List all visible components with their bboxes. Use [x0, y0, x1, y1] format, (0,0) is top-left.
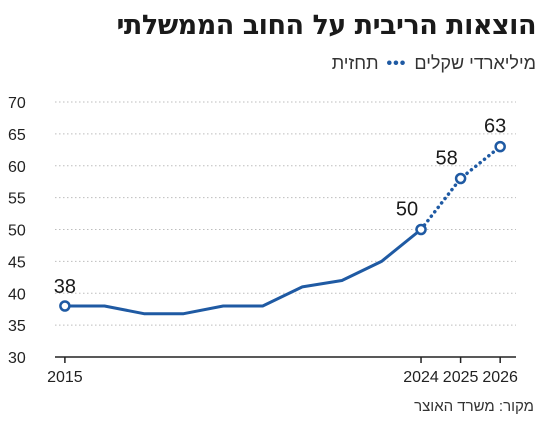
- y-tick-label: 35: [8, 318, 26, 335]
- data-point: [454, 172, 467, 185]
- y-tick-label: 55: [8, 191, 26, 208]
- y-tick-label: 30: [8, 350, 26, 367]
- y-tick-label: 70: [8, 95, 26, 112]
- data-label: 50: [396, 199, 418, 221]
- x-tick-label: 2024: [403, 369, 439, 386]
- source-note: מקור: משרד האוצר: [414, 398, 534, 415]
- chart-subtitle: מיליארדי שקלים ••• תחזית: [332, 53, 536, 74]
- series-lines: [63, 144, 502, 316]
- y-tick-label: 60: [8, 159, 26, 176]
- y-tick-label: 50: [8, 223, 26, 240]
- forecast-legend-marker: •••: [386, 54, 407, 72]
- forecast-legend-label: תחזית: [331, 53, 379, 73]
- y-tick-label: 40: [8, 286, 26, 303]
- x-axis: 2015 2024 2025 2026: [47, 356, 518, 386]
- forecast-series-line: [419, 144, 502, 232]
- data-points: [59, 140, 506, 312]
- data-point: [415, 223, 427, 236]
- data-label: 63: [484, 116, 506, 138]
- data-point: [494, 140, 506, 153]
- unit-label: מיליארדי שקלים: [414, 53, 536, 73]
- chart-title: הוצאות הריבית על החוב הממשלתי: [116, 10, 536, 41]
- actual-series-line: [63, 228, 423, 316]
- data-labels: 38 50 58 63: [54, 116, 507, 298]
- data-point: [59, 300, 71, 312]
- x-tick-label: 2026: [482, 369, 518, 386]
- x-tick-label: 2015: [47, 369, 83, 386]
- y-tick-label: 45: [8, 254, 26, 271]
- data-label: 58: [435, 148, 457, 170]
- data-label: 38: [54, 276, 76, 298]
- gridlines: [55, 101, 516, 326]
- y-axis-ticks: 30 35 40 45 50 55 60 65 70: [8, 95, 26, 367]
- y-tick-label: 65: [8, 127, 26, 144]
- x-tick-label: 2025: [443, 369, 479, 386]
